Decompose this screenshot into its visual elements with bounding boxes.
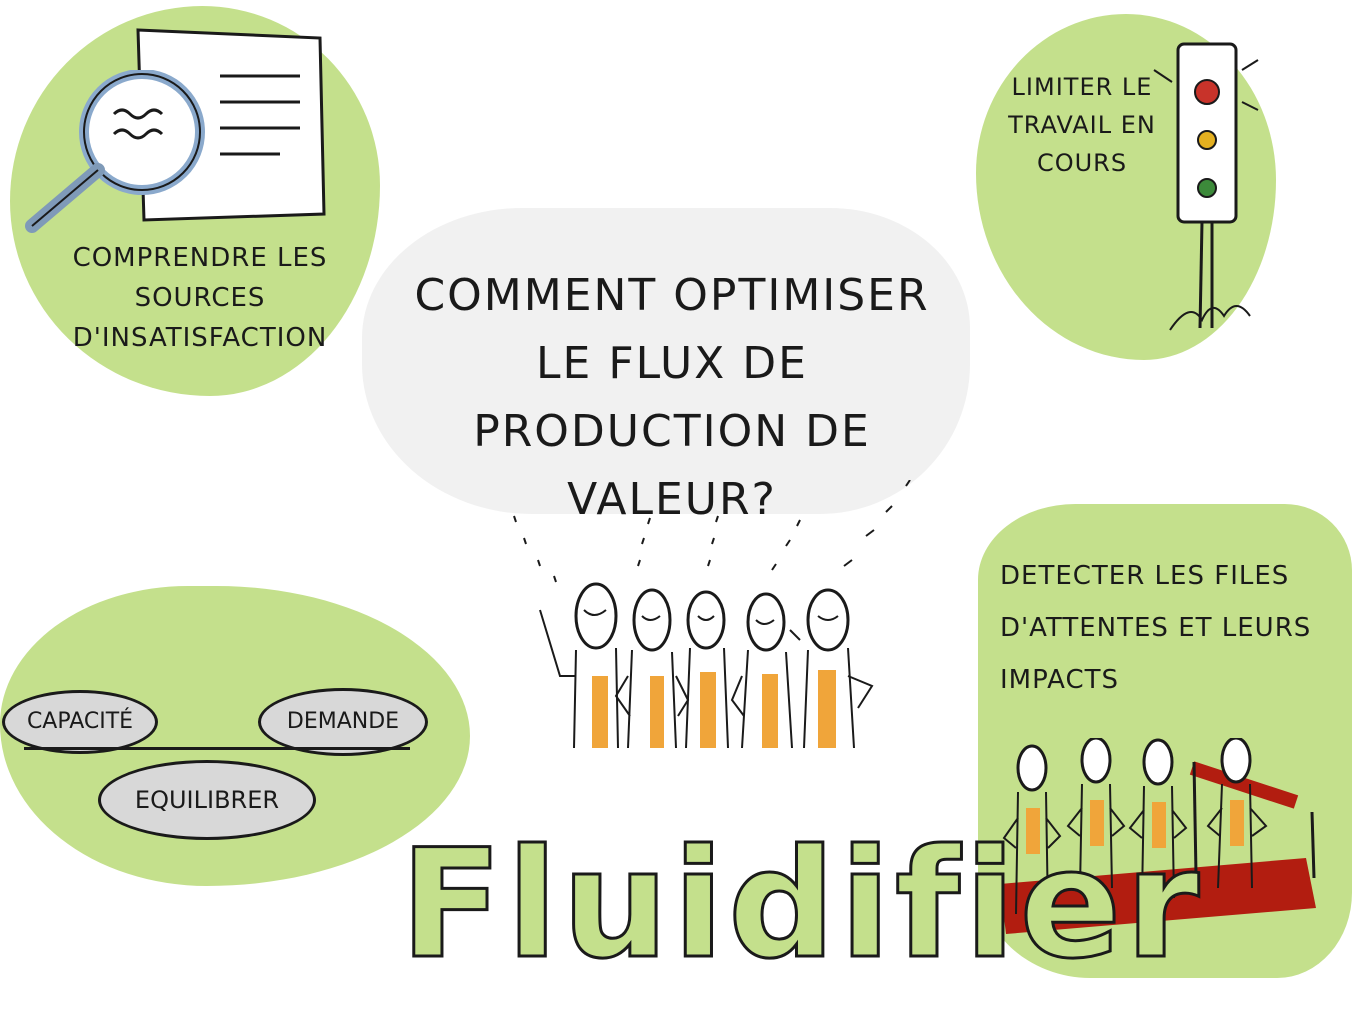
people-group-icon (513, 480, 911, 749)
balance-pill: Equilibrer (98, 760, 316, 840)
demand-pill: Demande (258, 688, 428, 756)
label-detect-queues: Detecter les files d'attentes et leurs i… (1000, 561, 1312, 695)
thought-bubble (362, 208, 970, 514)
label-understand: Comprendre les sources d'insatisfaction (72, 243, 328, 353)
magnifier-icon (25, 70, 205, 233)
central-question: Comment optimiser le flux de production … (414, 270, 930, 525)
main-title: Fluidifier (399, 818, 1204, 992)
traffic-light-icon (1153, 42, 1259, 331)
queue-icon (1000, 738, 1316, 934)
balance-beam (24, 747, 410, 750)
capacity-pill: Capacité (2, 690, 158, 754)
label-limit-wip: Limiter le travail en cours (1008, 73, 1156, 177)
